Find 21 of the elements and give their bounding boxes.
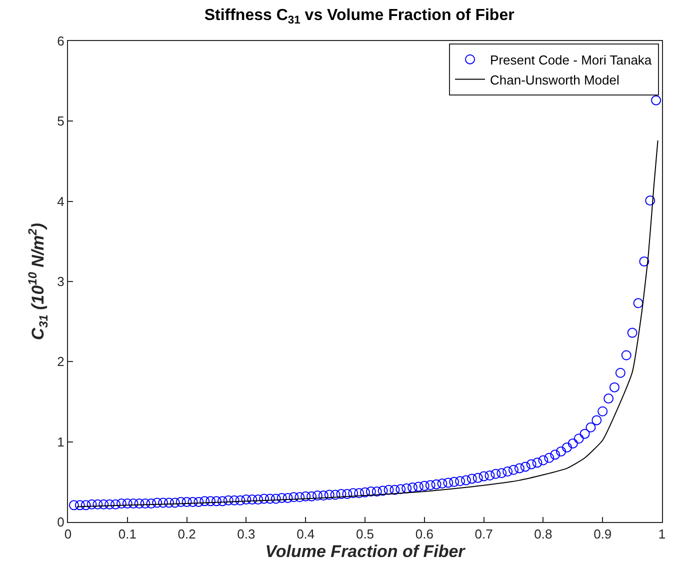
x-tick-label: 0.6	[415, 526, 434, 542]
y-tick-label: 2	[57, 354, 64, 370]
x-tick-label: 0.5	[356, 526, 374, 542]
x-tick-label: 0.1	[118, 526, 136, 542]
y-tick-label: 4	[57, 194, 64, 209]
x-tick-label: 0.3	[237, 526, 256, 542]
x-axis-title: Volume Fraction of Fiber	[265, 542, 466, 561]
x-tick-label: 1	[658, 526, 666, 542]
y-tick-label: 1	[57, 434, 64, 450]
x-tick-label: 0.4	[296, 526, 315, 542]
y-tick-label: 5	[57, 114, 64, 129]
x-tick-label: 0.2	[178, 526, 196, 542]
y-tick-label: 6	[57, 34, 64, 49]
legend-label: Present Code - Mori Tanaka	[490, 52, 652, 68]
x-tick-label: 0.9	[594, 526, 612, 542]
chart-title: Stiffness C$_{31}$ vs Volume Fraction of Fiber	[204, 7, 514, 26]
x-tick-label: 0.7	[474, 526, 493, 542]
x-tick-label: 0.8	[534, 526, 552, 542]
y-tick-label: 3	[57, 274, 64, 290]
legend-label: Chan-Unsworth Model	[490, 72, 620, 88]
y-tick-label: 0	[57, 514, 64, 530]
